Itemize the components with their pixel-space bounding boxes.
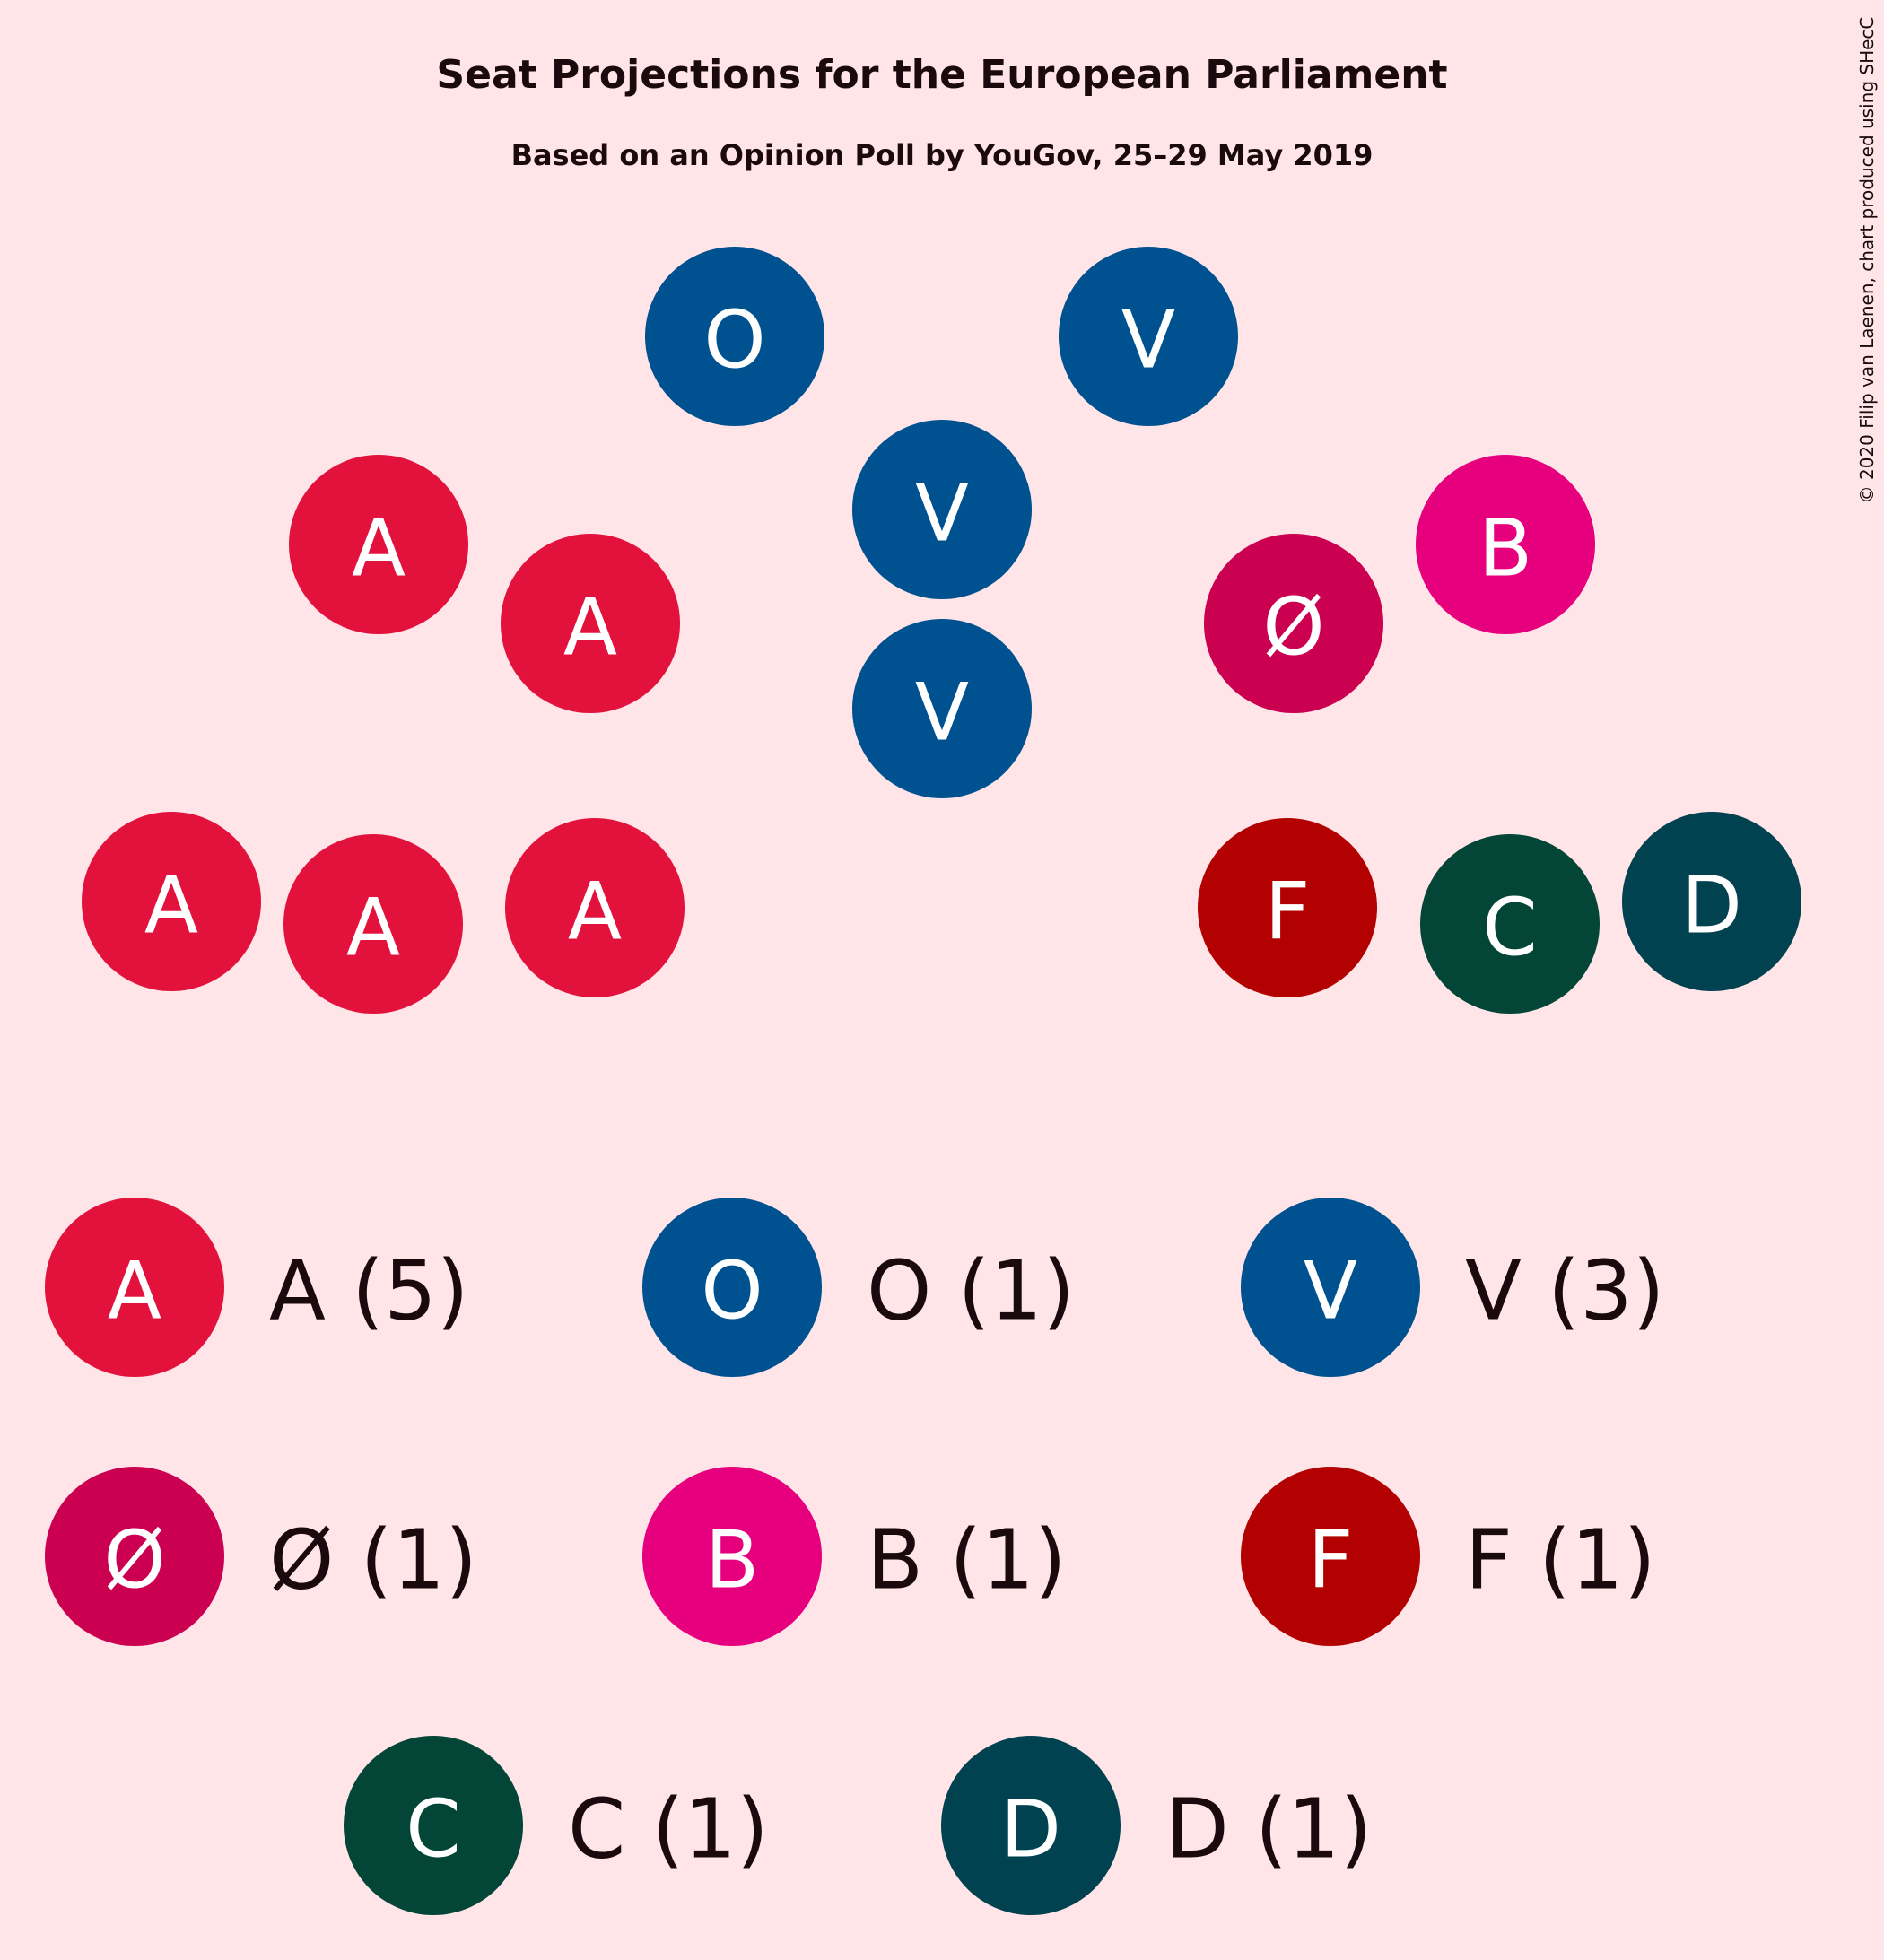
seat-v: V (852, 619, 1032, 798)
seat-letter-oe: Ø (1262, 581, 1324, 674)
seat-circle-d (1622, 812, 1801, 991)
legend-circle-v (1241, 1198, 1420, 1377)
seat-a: A (289, 455, 468, 634)
seat-c: C (1420, 834, 1600, 1014)
legend-circle-d (941, 1736, 1121, 1915)
seat-letter-a: A (352, 502, 406, 595)
legend-item-a: A A (5) (45, 1198, 469, 1377)
legend-item-v: V V (3) (1241, 1198, 1665, 1377)
seat-o: O (645, 247, 824, 426)
legend-item-oe: Ø Ø (1) (45, 1467, 477, 1646)
legend-item-d: D D (1) (941, 1736, 1372, 1915)
seat-v: V (1059, 247, 1238, 426)
seat-b: B (1416, 455, 1595, 634)
legend-label-b: B (1) (867, 1512, 1067, 1608)
legend-circle-letter-c: C (406, 1783, 460, 1876)
chart-title: Seat Projections for the European Parlia… (436, 52, 1447, 98)
seat-a: A (505, 818, 685, 997)
seat-a: A (283, 834, 463, 1014)
seat-letter-a: A (144, 859, 198, 952)
seat-circle-v (1059, 247, 1238, 426)
legend-label-oe: Ø (1) (269, 1512, 477, 1608)
legend-circle-letter-b: B (705, 1514, 759, 1607)
seat-circle-a (289, 455, 468, 634)
seat-circle-a (82, 812, 261, 991)
seat-letter-d: D (1681, 859, 1742, 952)
legend-circle-letter-oe: Ø (103, 1514, 165, 1607)
seat-f: F (1198, 818, 1377, 997)
legend-circle-a (45, 1198, 224, 1377)
seat-circle-a (283, 834, 463, 1014)
chart-subtitle: Based on an Opinion Poll by YouGov, 25–2… (511, 138, 1374, 172)
seat-v: V (852, 420, 1032, 599)
legend-label-a: A (5) (269, 1243, 469, 1339)
seat-a: A (82, 812, 261, 991)
seat-letter-b: B (1478, 502, 1532, 595)
legend-circle-letter-d: D (1000, 1783, 1061, 1876)
legend-item-c: C C (1) (344, 1736, 769, 1915)
seat-circle-a (501, 534, 680, 713)
seat-circle-a (505, 818, 685, 997)
legend: A A (5) O O (1) V V (3) Ø Ø (1) B B (1) F F (1) C C (… (45, 1198, 1665, 1915)
seat-d: D (1622, 812, 1801, 991)
seat-circle-c (1420, 834, 1600, 1014)
seat-circle-oe (1204, 534, 1383, 713)
legend-label-d: D (1) (1165, 1781, 1372, 1877)
legend-item-f: F F (1) (1241, 1467, 1655, 1646)
legend-circle-oe (45, 1467, 224, 1646)
legend-circle-letter-a: A (108, 1245, 161, 1337)
seat-circle-f (1198, 818, 1377, 997)
seat-letter-o: O (703, 294, 765, 387)
seat-letter-c: C (1482, 882, 1537, 974)
seat-circle-v (852, 420, 1032, 599)
seat-letter-a: A (563, 581, 617, 674)
legend-circle-letter-o: O (701, 1245, 763, 1337)
legend-item-b: B B (1) (642, 1467, 1067, 1646)
seat-letter-v: V (915, 467, 969, 560)
seat-letter-a: A (346, 882, 400, 974)
legend-circle-o (642, 1198, 822, 1377)
legend-label-o: O (1) (867, 1243, 1075, 1339)
legend-circle-b (642, 1467, 822, 1646)
seat-circle-b (1416, 455, 1595, 634)
copyright-note: © 2020 Filip van Laenen, chart produced … (1856, 17, 1878, 504)
legend-circle-f (1241, 1467, 1420, 1646)
seat-circle-v (852, 619, 1032, 798)
legend-circle-letter-v: V (1304, 1245, 1357, 1337)
legend-item-o: O O (1) (642, 1198, 1075, 1377)
seat-letter-v: V (915, 666, 969, 759)
legend-label-c: C (1) (568, 1781, 769, 1877)
seat-letter-v: V (1121, 294, 1175, 387)
seat-letter-f: F (1265, 866, 1311, 958)
legend-label-f: F (1) (1465, 1512, 1655, 1608)
seat-letter-a: A (568, 866, 622, 958)
seats-layer: A A A A A O V V V Ø B F C D (82, 247, 1801, 1014)
legend-circle-c (344, 1736, 523, 1915)
seat-oe: Ø (1204, 534, 1383, 713)
legend-label-v: V (3) (1465, 1243, 1665, 1339)
legend-circle-letter-f: F (1308, 1514, 1354, 1607)
seat-a: A (501, 534, 680, 713)
seat-circle-o (645, 247, 824, 426)
